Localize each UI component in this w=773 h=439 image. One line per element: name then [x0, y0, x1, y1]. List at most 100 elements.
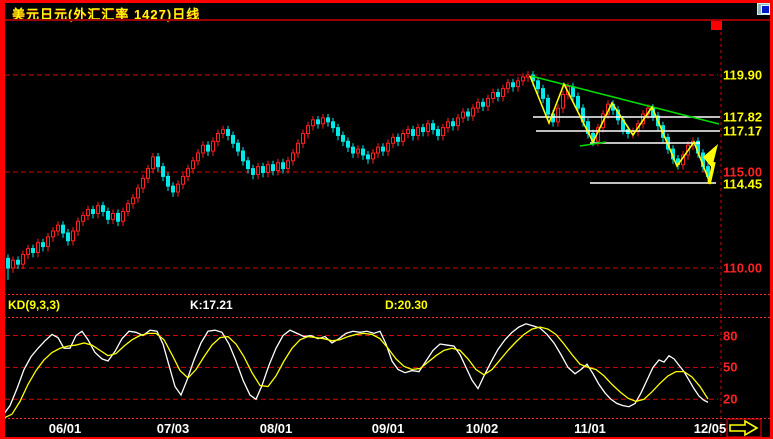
candle-body [136, 187, 140, 199]
candle-body [76, 220, 80, 232]
candle-body [146, 168, 150, 179]
d-line [2, 326, 709, 420]
candle-body [186, 168, 190, 177]
candle-body [171, 185, 175, 193]
buy-arrow-icon [703, 144, 718, 168]
candle-body [351, 146, 355, 154]
candle-body [521, 76, 525, 82]
candle-body [211, 140, 215, 152]
candle-body [261, 166, 265, 173]
candle-body [456, 117, 460, 127]
restore-window-icon-glyph [761, 5, 770, 14]
price-axis-label: 110.00 [723, 260, 763, 276]
candle-body [561, 94, 565, 109]
candle-body [396, 136, 400, 142]
candle-body [556, 107, 560, 123]
candle-body [156, 156, 160, 168]
kd-indicator-label[interactable]: KD(9,3,3) [8, 298, 61, 312]
candle-body [176, 183, 180, 193]
candle-body [11, 259, 15, 269]
candle-body [391, 136, 395, 144]
candle-body [311, 119, 315, 127]
zigzag-line[interactable] [529, 75, 711, 184]
candle-body [86, 209, 90, 216]
candle-body [66, 232, 70, 242]
candle-body [166, 175, 170, 187]
candle-body [346, 140, 350, 148]
candle-body [56, 224, 60, 232]
candle-body [291, 152, 295, 162]
candle-body [426, 123, 430, 133]
candle-body [181, 175, 185, 185]
candle-body [26, 248, 30, 255]
candle-body [341, 134, 345, 142]
candle-body [471, 107, 475, 117]
candle-body [206, 144, 210, 152]
candle-body [316, 119, 320, 125]
candle-body [61, 224, 65, 234]
price-axis-label: 115.00 [723, 164, 763, 180]
window-title: 美元日元(外汇汇率 1427)日线 [12, 7, 201, 22]
candle-body [276, 162, 280, 172]
candle-body [141, 177, 145, 189]
price-axis-label: 117.17 [723, 123, 763, 139]
window-border-bottom [0, 437, 773, 439]
candle-body [361, 148, 365, 156]
candle-body [506, 82, 510, 90]
red-marker-square [711, 19, 722, 30]
candle-body [246, 160, 250, 170]
candle-body [286, 160, 290, 170]
candle-body [401, 133, 405, 142]
candle-body [421, 127, 425, 133]
date-label: 10/02 [465, 421, 499, 436]
candle-body [486, 97, 490, 107]
indicator-header-row: KD(9,3,3) K:17.21 D:20.30 [0, 296, 773, 317]
candle-body [216, 133, 220, 142]
candle-body [466, 111, 470, 117]
candle-body [571, 86, 575, 97]
candle-body [111, 212, 115, 220]
candle-body [416, 127, 420, 136]
restore-window-icon[interactable] [757, 3, 770, 15]
candle-body [196, 152, 200, 162]
price-axis-label: 119.90 [723, 67, 763, 83]
candle-body [236, 142, 240, 152]
candle-body [436, 129, 440, 136]
candle-body [131, 197, 135, 205]
candle-body [51, 230, 55, 238]
candle-body [126, 203, 130, 212]
candle-body [376, 146, 380, 154]
candle-body [306, 125, 310, 134]
date-label: 11/01 [574, 421, 606, 436]
date-label: 12/05 [693, 421, 727, 436]
candle-body [496, 92, 500, 97]
window-border-left [0, 0, 5, 439]
price-axis-label: 114.45 [723, 176, 763, 192]
price-axis-label: 117.82 [723, 109, 763, 125]
candle-body [71, 230, 75, 242]
candle-body [411, 129, 415, 136]
candle-body [121, 211, 125, 222]
candle-body [511, 82, 515, 88]
trendline[interactable] [530, 75, 720, 125]
candle-body [256, 166, 260, 175]
title-divider [0, 19, 773, 21]
candle-body [451, 121, 455, 127]
kd-axis-divider [0, 418, 773, 419]
candle-body [301, 133, 305, 144]
candle-body [491, 92, 495, 99]
scroll-right-arrow-icon[interactable] [729, 419, 759, 437]
date-label: 07/03 [156, 421, 190, 436]
candle-body [271, 164, 275, 172]
candle-body [546, 97, 550, 115]
candle-body [81, 214, 85, 222]
trendline[interactable] [579, 141, 607, 147]
candle-body [101, 205, 105, 212]
candle-body [161, 166, 165, 177]
indicator-axis-label: 50 [723, 359, 738, 375]
candle-body [536, 80, 540, 90]
candle-body [191, 160, 195, 170]
candle-body [226, 129, 230, 136]
